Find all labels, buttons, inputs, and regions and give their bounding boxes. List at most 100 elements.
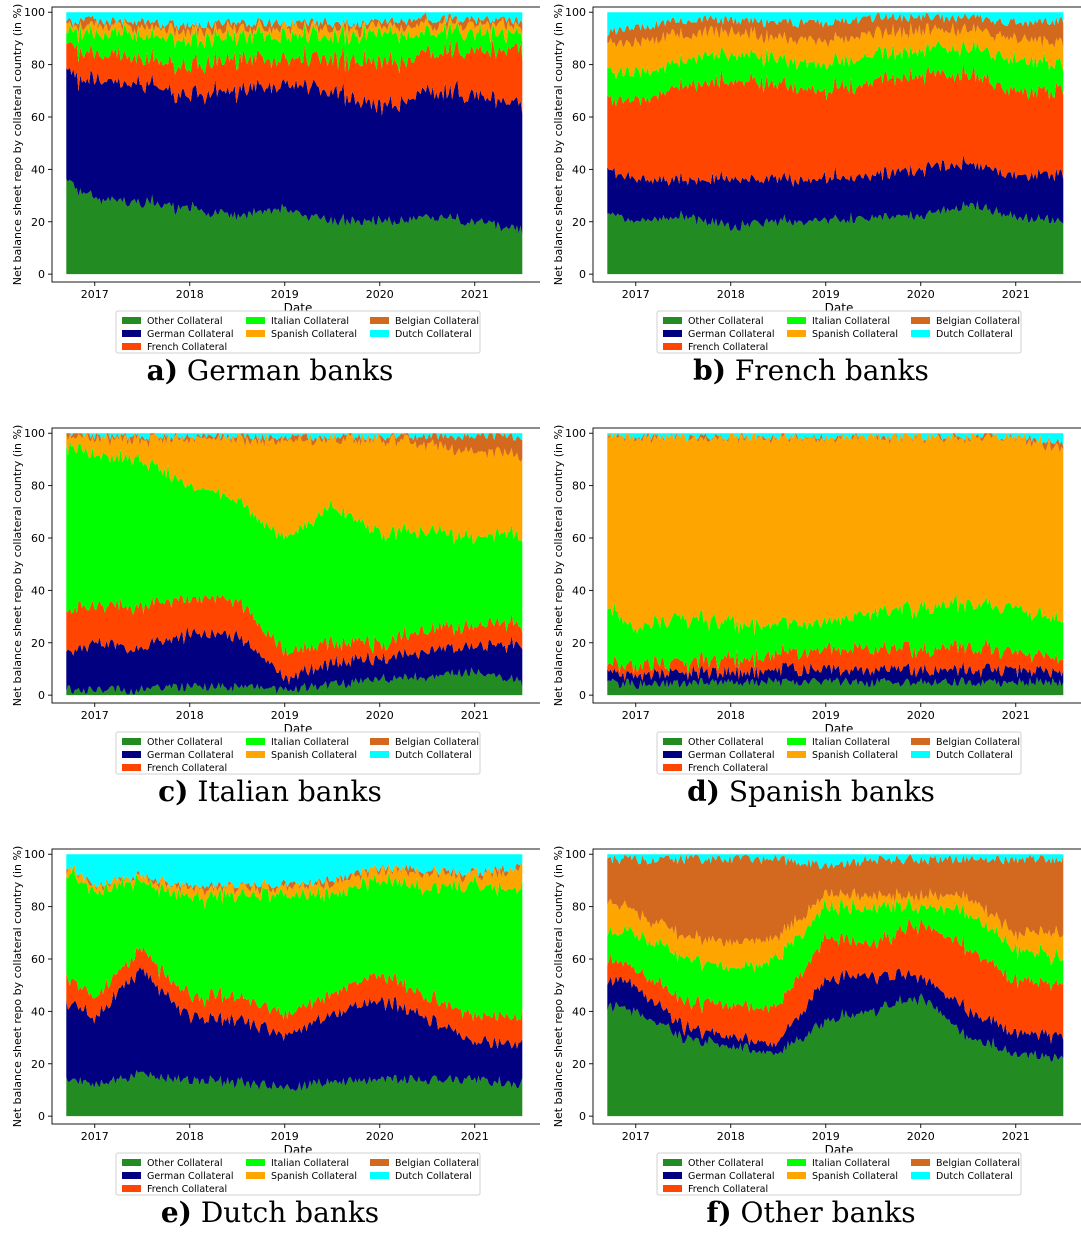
area-other-collateral: [607, 993, 1064, 1117]
area-italian-collateral: [607, 897, 1064, 1014]
area-belgian-collateral: [66, 433, 523, 462]
legend-swatch: [246, 330, 265, 337]
area-german-collateral: [66, 626, 523, 695]
x-tick-label: 2018: [717, 288, 745, 301]
area-spanish-collateral: [607, 888, 1064, 973]
y-tick-label: 0: [579, 268, 586, 281]
x-tick-label: 2017: [622, 1130, 650, 1143]
panel-caption: c) Italian banks: [0, 775, 540, 808]
panel-letter: f): [706, 1196, 732, 1229]
panel-letter: e): [160, 1196, 192, 1229]
x-tick-label: 2020: [366, 288, 394, 301]
y-tick-label: 60: [31, 953, 45, 966]
plot-frame: [592, 848, 1081, 1125]
legend-label: Other Collateral: [688, 737, 763, 748]
panel-letter: a): [146, 354, 178, 387]
y-tick-label: 20: [572, 1058, 586, 1071]
area-italian-collateral: [607, 593, 1064, 675]
y-tick-label: 80: [572, 480, 586, 493]
x-tick-label: 2021: [1002, 709, 1030, 722]
legend-swatch: [787, 317, 806, 324]
area-other-collateral: [66, 179, 523, 275]
x-tick-label: 2017: [81, 288, 109, 301]
legend-label: Spanish Collateral: [271, 1171, 357, 1182]
legend-label: French Collateral: [147, 342, 227, 353]
legend-label: Italian Collateral: [812, 316, 890, 327]
y-tick-label: 80: [572, 901, 586, 914]
legend-swatch: [122, 764, 141, 771]
area-belgian-collateral: [607, 854, 1064, 947]
y-tick-label: 100: [24, 427, 45, 440]
chart-panel-1: 0 20 40 60 80 100 2017 2018 2019 2020 2021 Date Net …: [0, 0, 540, 414]
x-tick-label: 2017: [622, 288, 650, 301]
x-tick-label: 2018: [176, 1130, 204, 1143]
legend-swatch: [246, 1159, 265, 1166]
area-belgian-collateral: [607, 12, 1064, 49]
x-tick-label: 2020: [366, 1130, 394, 1143]
legend-label: Dutch Collateral: [936, 750, 1013, 761]
x-tick-label: 2017: [622, 709, 650, 722]
legend-label: French Collateral: [688, 1184, 768, 1195]
legend-label: Belgian Collateral: [936, 316, 1020, 327]
legend-label: Spanish Collateral: [812, 750, 898, 761]
legend-label: German Collateral: [147, 329, 234, 340]
y-tick-label: 80: [31, 59, 45, 72]
legend-swatch: [370, 738, 389, 745]
legend-swatch: [370, 330, 389, 337]
y-tick-label: 60: [572, 111, 586, 124]
area-italian-collateral: [66, 866, 523, 1022]
legend-label: Belgian Collateral: [395, 316, 479, 327]
legend-label: Other Collateral: [688, 1158, 763, 1169]
x-tick-label: 2020: [907, 1130, 935, 1143]
legend-swatch: [663, 764, 682, 771]
legend-swatch: [663, 751, 682, 758]
chart-panel-4: 0 20 40 60 80 100 2017 2018 2019 2020 2021 Date Net …: [541, 421, 1081, 835]
x-tick-label: 2018: [717, 709, 745, 722]
area-italian-collateral: [66, 441, 523, 657]
plot-frame: [592, 6, 1081, 283]
legend-swatch: [370, 1172, 389, 1179]
plot-frame: [51, 848, 540, 1125]
legend-swatch: [122, 1172, 141, 1179]
panel-name: French banks: [734, 354, 929, 387]
y-tick-label: 20: [572, 637, 586, 650]
area-belgian-collateral: [607, 433, 1064, 453]
legend-swatch: [246, 738, 265, 745]
x-tick-label: 2021: [461, 709, 489, 722]
legend-swatch: [911, 317, 930, 324]
legend-swatch: [787, 1172, 806, 1179]
area-french-collateral: [66, 946, 523, 1049]
y-tick-label: 60: [31, 532, 45, 545]
y-tick-label: 0: [579, 1110, 586, 1123]
y-tick-label: 80: [572, 59, 586, 72]
legend-label: Other Collateral: [147, 1158, 222, 1169]
area-spanish-collateral: [607, 22, 1064, 80]
x-tick-label: 2021: [461, 1130, 489, 1143]
legend-swatch: [911, 330, 930, 337]
x-tick-label: 2019: [812, 709, 840, 722]
x-tick-label: 2019: [812, 1130, 840, 1143]
legend-label: Spanish Collateral: [812, 329, 898, 340]
legend-label: Dutch Collateral: [395, 1171, 472, 1182]
y-tick-label: 60: [572, 953, 586, 966]
y-tick-label: 40: [572, 584, 586, 597]
area-other-collateral: [607, 200, 1064, 275]
area-belgian-collateral: [66, 862, 523, 897]
x-tick-label: 2020: [366, 709, 394, 722]
area-german-collateral: [607, 661, 1064, 690]
chart-panel-3: 0 20 40 60 80 100 2017 2018 2019 2020 2021 Date Net …: [0, 421, 540, 835]
legend-label: Italian Collateral: [271, 1158, 349, 1169]
area-german-collateral: [607, 968, 1064, 1062]
x-tick-label: 2020: [907, 709, 935, 722]
legend-label: French Collateral: [147, 763, 227, 774]
panel-caption: f) Other banks: [541, 1196, 1081, 1229]
legend-label: French Collateral: [147, 1184, 227, 1195]
area-french-collateral: [607, 62, 1064, 187]
area-german-collateral: [607, 154, 1064, 231]
legend-label: Belgian Collateral: [395, 737, 479, 748]
y-tick-label: 100: [24, 848, 45, 861]
panel-caption: a) German banks: [0, 354, 540, 387]
x-tick-label: 2017: [81, 709, 109, 722]
